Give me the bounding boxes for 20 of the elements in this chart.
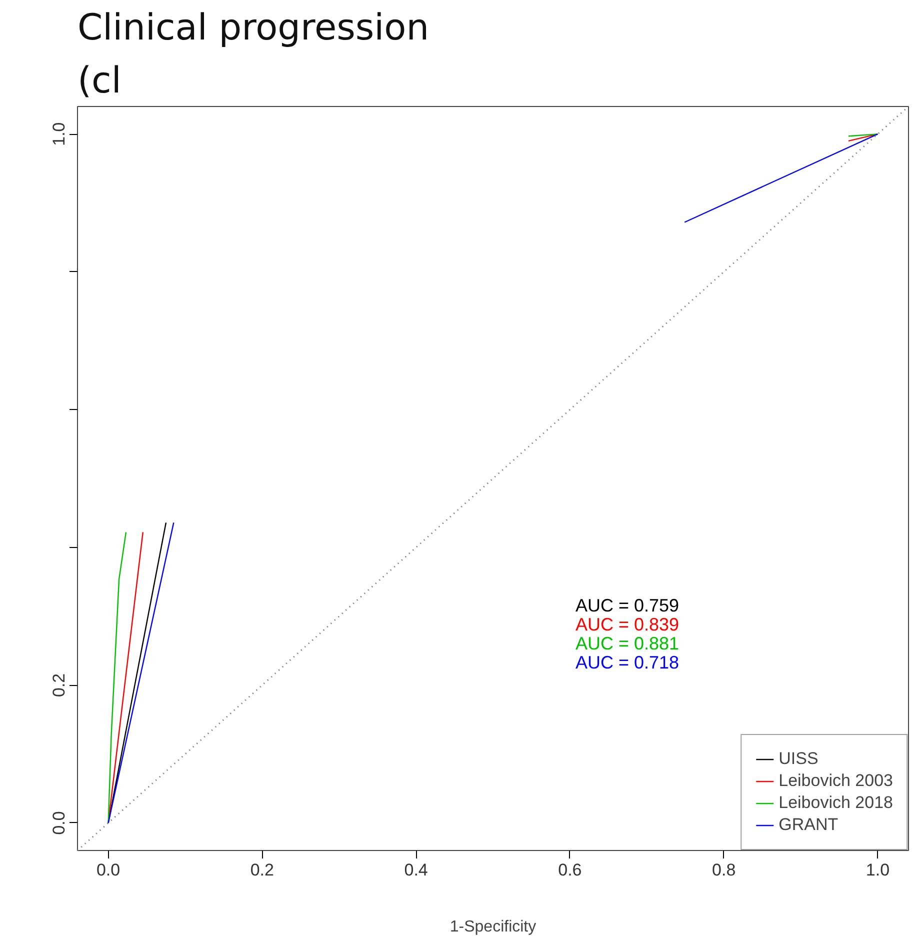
chart-subtitle: (cl xyxy=(78,60,122,102)
legend-label: GRANT xyxy=(778,815,838,835)
y-tick-label: 1.0 xyxy=(50,122,68,146)
annotation: AUC = 0.759 xyxy=(576,596,680,616)
annotation: AUC = 0.839 xyxy=(576,614,680,634)
x-tick-label: 1.0 xyxy=(866,860,890,880)
annotation: AUC = 0.718 xyxy=(576,652,680,672)
annotation: AUC = 0.881 xyxy=(576,634,680,654)
y-tick-label: 0.0 xyxy=(50,811,68,835)
legend-label: Leibovich 2003 xyxy=(778,771,893,791)
x-tick-label: 0.4 xyxy=(404,860,428,880)
x-tick-label: 0.8 xyxy=(712,860,736,880)
chart-title: Clinical progression xyxy=(78,8,430,48)
legend-label: UISS xyxy=(778,749,818,769)
legend-label: Leibovich 2018 xyxy=(778,793,893,813)
y-tick-label: 0.2 xyxy=(50,673,68,697)
x-tick-label: 0.0 xyxy=(96,860,120,880)
x-axis-title: 1-Specificity xyxy=(450,918,536,936)
x-tick-label: 0.6 xyxy=(558,860,582,880)
x-tick-label: 0.2 xyxy=(250,860,274,880)
